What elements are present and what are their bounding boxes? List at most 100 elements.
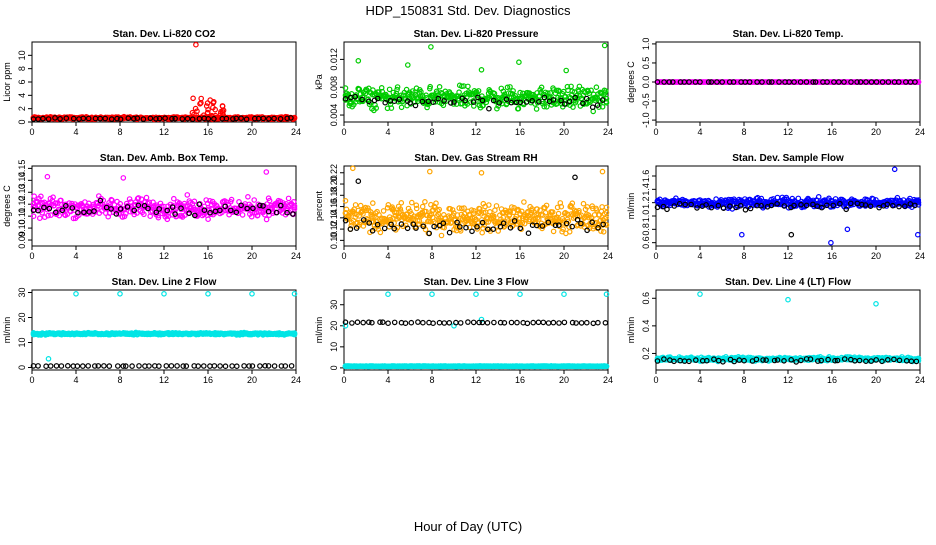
data-point	[97, 197, 104, 204]
y-tick-label: 30	[17, 287, 27, 297]
data-point	[671, 358, 677, 365]
data-point	[513, 99, 520, 106]
data-point	[349, 320, 355, 326]
x-tick-label: 4	[697, 251, 702, 261]
data-point	[788, 231, 795, 238]
data-point	[35, 363, 41, 369]
data-point	[539, 223, 546, 229]
data-point	[241, 363, 247, 369]
data-point	[793, 359, 800, 365]
data-point	[501, 319, 508, 326]
data-point	[282, 363, 289, 369]
series-secondary	[30, 197, 296, 219]
data-point	[355, 178, 362, 185]
data-point	[145, 205, 151, 212]
data-point	[262, 362, 268, 369]
data-point	[291, 203, 298, 209]
plot-frame	[343, 289, 609, 371]
data-point	[703, 202, 709, 208]
data-point	[737, 202, 744, 209]
data-point	[74, 363, 81, 369]
y-tick-label: 8	[17, 66, 27, 71]
data-point	[494, 105, 500, 112]
data-point	[201, 207, 208, 214]
data-point	[263, 169, 270, 175]
y-tick-label: 10	[17, 50, 27, 60]
panel-4: Stan. Dev. Amb. Box Temp.degrees C0 4 8 12 1…	[2, 153, 301, 261]
data-point	[192, 212, 198, 219]
data-point	[573, 320, 579, 326]
data-point	[44, 173, 51, 180]
data-point	[129, 363, 135, 369]
data-point	[250, 205, 256, 212]
data-point	[552, 222, 559, 229]
x-tick-label: 24	[915, 375, 925, 385]
data-point	[430, 320, 436, 327]
x-tick-label: 0	[341, 251, 346, 261]
x-tick-label: 24	[291, 251, 301, 261]
data-point	[473, 291, 479, 298]
data-point	[388, 221, 394, 228]
y-tick-label: 0.008	[329, 76, 339, 99]
data-point	[277, 202, 284, 209]
data-point	[265, 363, 272, 369]
data-point	[708, 204, 715, 211]
data-point	[204, 100, 211, 106]
data-point	[162, 115, 168, 122]
data-point	[889, 202, 896, 209]
data-point	[156, 363, 162, 369]
data-point	[884, 356, 891, 363]
series-secondary	[342, 174, 607, 237]
data-point	[555, 222, 562, 229]
data-point	[517, 291, 523, 298]
data-point	[593, 84, 600, 91]
data-point	[360, 319, 367, 326]
y-tick-label: 0	[17, 365, 27, 370]
data-point	[138, 196, 145, 203]
data-point	[80, 115, 87, 122]
data-point	[478, 170, 485, 176]
data-point	[602, 88, 609, 94]
data-point	[589, 219, 596, 226]
data-point	[441, 320, 448, 326]
data-point	[862, 202, 869, 208]
data-point	[135, 202, 142, 209]
data-point	[506, 211, 513, 218]
data-point	[697, 79, 703, 85]
data-point	[57, 116, 63, 122]
data-point	[101, 363, 107, 369]
data-point	[447, 100, 454, 106]
data-point	[901, 203, 908, 210]
data-point	[516, 216, 523, 222]
data-point	[454, 219, 460, 226]
x-tick-label: 12	[471, 251, 481, 261]
data-point	[788, 356, 795, 363]
data-point	[456, 89, 462, 96]
data-point	[908, 358, 915, 365]
data-point	[550, 319, 557, 326]
data-point	[135, 195, 142, 201]
data-point	[538, 84, 545, 91]
data-point	[518, 208, 525, 215]
y-tick-label: 10	[17, 337, 27, 347]
x-tick-label: 16	[203, 127, 213, 137]
data-point	[475, 94, 481, 101]
y-axis-label: degrees C	[626, 61, 636, 103]
data-point	[124, 204, 131, 210]
data-point	[52, 209, 59, 216]
series-primary	[342, 165, 610, 239]
data-point	[251, 197, 258, 203]
data-point	[818, 357, 825, 364]
data-point	[569, 319, 576, 326]
x-tick-label: 0	[341, 375, 346, 385]
data-point	[131, 207, 138, 214]
data-point	[377, 319, 383, 326]
data-point	[583, 95, 590, 102]
data-point	[415, 319, 421, 325]
data-point	[172, 211, 178, 217]
series-secondary	[342, 319, 609, 327]
data-point	[169, 115, 175, 122]
data-point	[470, 319, 477, 326]
data-point	[413, 205, 420, 212]
data-point	[140, 116, 147, 122]
